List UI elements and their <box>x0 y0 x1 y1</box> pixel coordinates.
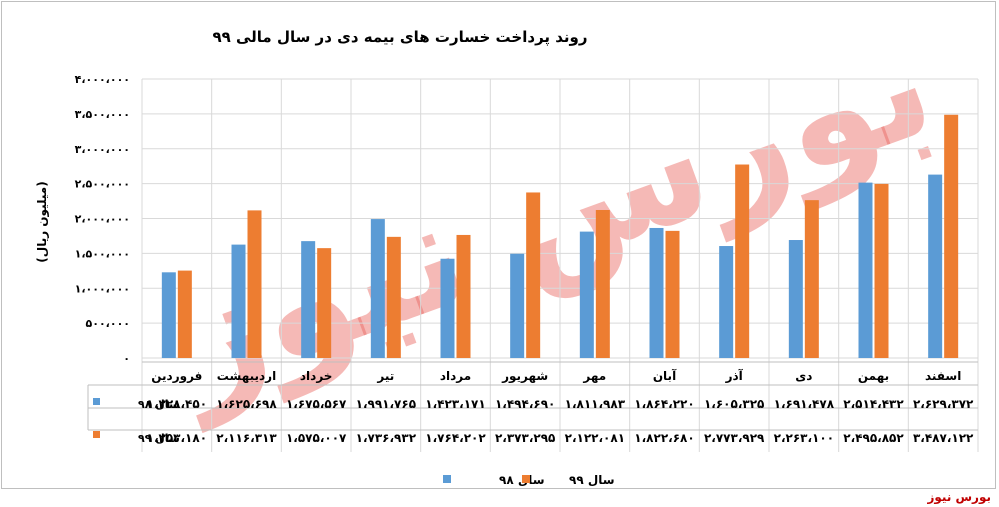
bar-98 <box>788 240 803 358</box>
bar-99 <box>944 114 959 358</box>
data-label: ۱،۷۳۶،۹۳۲ <box>356 431 417 445</box>
bar-99 <box>456 234 471 358</box>
bar-99 <box>735 164 750 358</box>
x-tick-label: شهریور <box>501 369 548 384</box>
bar-98 <box>370 219 385 358</box>
chart-title: روند پرداخت خسارت های بیمه دی در سال مال… <box>212 28 587 47</box>
data-label: ۱،۸۲۲،۶۸۰ <box>634 431 694 445</box>
data-label: ۲،۴۹۵،۸۵۲ <box>843 431 904 445</box>
legend: سال ۹۸ سال ۹۹ <box>443 473 615 487</box>
data-label: ۲،۱۲۲،۰۸۱ <box>565 431 625 445</box>
data-label: ۳،۴۸۷،۱۲۲ <box>913 431 974 445</box>
bar-98 <box>231 244 246 358</box>
bar-98 <box>928 174 943 358</box>
data-label: ۲،۶۲۹،۳۷۲ <box>913 397 974 411</box>
data-table: فروردین اردیبهشت خرداد تیر مرداد شهریور مهر آبا… <box>87 361 978 445</box>
table-legend-key <box>93 431 100 438</box>
y-axis-ticks: ۰ ۵۰۰،۰۰۰ ۱،۰۰۰،۰۰۰ ۱،۵۰۰،۰۰۰ ۲،۰۰۰،۰۰۰ ۲،۵۰۰… <box>75 73 130 365</box>
y-tick-label: ۵۰۰،۰۰۰ <box>86 317 130 330</box>
table-row-header: سال ۹۸ <box>138 398 180 411</box>
data-label: ۱،۶۹۱،۴۷۸ <box>774 397 835 411</box>
bar-99 <box>874 183 889 358</box>
bar-98 <box>719 246 734 358</box>
bar-99 <box>595 209 610 358</box>
x-tick-label: تیر <box>376 369 394 383</box>
bar-99 <box>665 230 680 358</box>
bar-98 <box>161 272 176 358</box>
x-tick-label: فروردین <box>151 369 202 384</box>
bar-98 <box>510 253 525 358</box>
data-label: ۱،۷۶۴،۲۰۲ <box>425 431 486 445</box>
bar-99 <box>386 236 401 358</box>
data-label: ۱،۲۵۳،۱۸۰ <box>147 431 207 445</box>
y-tick-label: ۳،۵۰۰،۰۰۰ <box>75 108 130 121</box>
bar-98 <box>579 231 594 358</box>
x-tick-label: اسفند <box>925 369 961 383</box>
chart-frame: روند پرداخت خسارت های بیمه دی در سال مال… <box>1 0 996 489</box>
bar-99 <box>247 210 262 358</box>
data-label: ۱،۸۶۴،۲۲۰ <box>634 397 694 411</box>
data-label: ۱،۵۷۵،۰۰۷ <box>286 431 347 445</box>
bar-chart: روند پرداخت خسارت های بیمه دی در سال مال… <box>35 0 979 487</box>
y-tick-label: ۲،۵۰۰،۰۰۰ <box>75 178 130 191</box>
x-tick-label: خرداد <box>300 369 333 383</box>
data-label: ۱،۶۲۵،۶۹۸ <box>216 397 277 411</box>
bar-99 <box>804 200 819 358</box>
x-tick-label: مرداد <box>440 369 471 383</box>
bar-99 <box>317 248 332 358</box>
x-tick-label: آبان <box>653 368 677 383</box>
data-label: ۲،۷۷۳،۹۲۹ <box>704 431 765 445</box>
gridlines <box>141 78 979 452</box>
data-label: ۱،۴۲۳،۱۷۱ <box>425 397 485 411</box>
y-tick-label: ۴،۰۰۰،۰۰۰ <box>75 73 130 86</box>
y-tick-label: ۳،۰۰۰،۰۰۰ <box>75 143 130 156</box>
bar-99 <box>177 270 192 358</box>
data-label: ۱،۹۹۱،۷۶۵ <box>356 397 416 411</box>
legend-swatch <box>522 475 530 483</box>
data-label: ۱،۴۹۴،۶۹۰ <box>495 397 555 411</box>
x-tick-label: بهمن <box>858 369 889 383</box>
data-label: ۲،۳۷۳،۲۹۵ <box>495 431 555 445</box>
data-label: ۱،۲۲۸،۴۵۰ <box>147 397 207 411</box>
x-tick-label: دی <box>795 369 812 383</box>
y-tick-label: ۱،۰۰۰،۰۰۰ <box>75 282 130 295</box>
data-label: ۲،۲۶۳،۱۰۰ <box>774 431 834 445</box>
x-tick-label: آذر <box>725 368 744 383</box>
x-tick-label: مهر <box>582 369 606 383</box>
bar-98 <box>858 182 873 358</box>
table-legend-key <box>93 398 100 405</box>
x-tick-label: اردیبهشت <box>217 369 276 383</box>
bar-99 <box>526 192 541 358</box>
bar-98 <box>301 241 316 358</box>
legend-swatch <box>443 475 451 483</box>
y-axis-label: (میلیون ریال) <box>35 181 50 262</box>
data-label: ۲،۱۱۶،۳۱۳ <box>216 431 277 445</box>
data-label: ۱،۸۱۱،۹۸۳ <box>565 397 626 411</box>
y-tick-label: ۱،۵۰۰،۰۰۰ <box>75 247 130 260</box>
data-label: ۱،۶۰۵،۳۲۵ <box>704 397 764 411</box>
bars <box>161 114 959 358</box>
bar-98 <box>440 258 455 358</box>
source-label: بورس نیوز <box>927 490 991 504</box>
table-row-header: سال ۹۹ <box>138 432 180 445</box>
y-tick-label: ۰ <box>123 352 130 365</box>
data-label: ۱،۶۷۵،۵۶۷ <box>286 397 347 411</box>
data-label: ۲،۵۱۴،۴۳۲ <box>843 397 904 411</box>
legend-label: سال ۹۹ <box>569 473 615 487</box>
legend-label: سال ۹۸ <box>499 473 545 487</box>
bar-98 <box>649 227 664 358</box>
y-tick-label: ۲،۰۰۰،۰۰۰ <box>75 213 130 226</box>
